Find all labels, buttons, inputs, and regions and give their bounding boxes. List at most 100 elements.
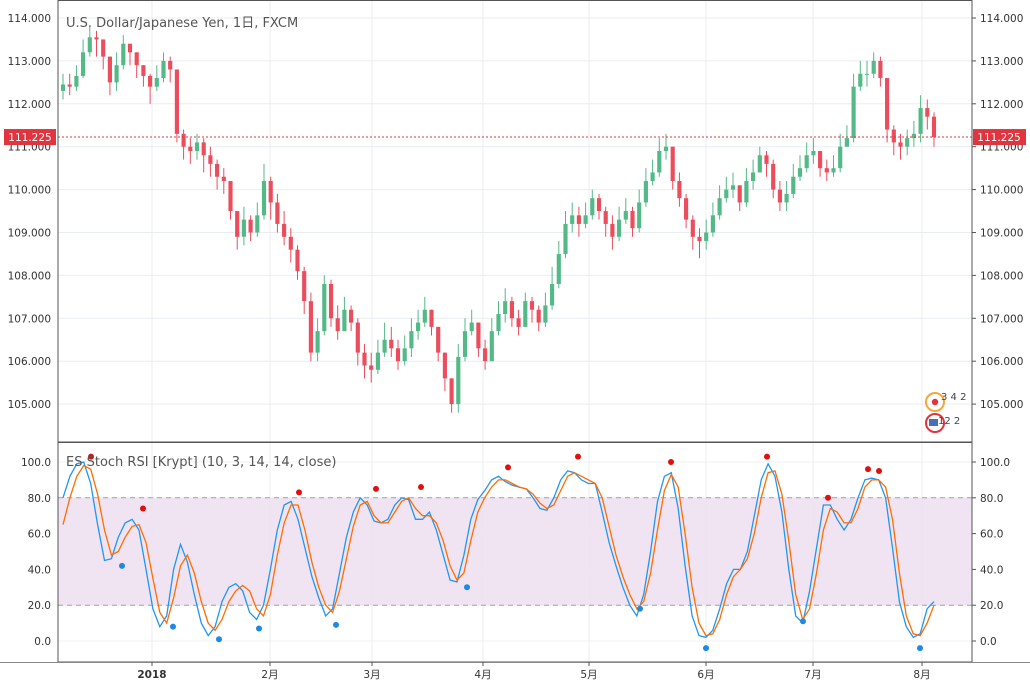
price-panel-border	[57, 0, 973, 443]
badge-count-top: 3 4 2	[941, 392, 966, 403]
candle-body	[255, 215, 260, 233]
overbought-signal-dot	[88, 453, 94, 460]
overbought-signal-dot	[418, 484, 424, 491]
dividend-event-icon[interactable]	[925, 392, 945, 412]
last-price-box-left	[4, 129, 56, 146]
candle-body	[630, 211, 635, 229]
candle-body	[208, 155, 213, 164]
candle-body	[81, 52, 86, 76]
time-tick-label: 2018	[137, 669, 166, 681]
candle-body	[382, 339, 387, 353]
candle-body	[248, 219, 253, 233]
oscillator-tick-label-right: 60.0	[980, 529, 1003, 541]
candle-body	[241, 219, 246, 237]
candle-body	[730, 185, 736, 190]
candle-body	[529, 301, 535, 310]
candlestick-series	[60, 26, 937, 413]
candle-body	[811, 150, 816, 156]
price-tick-label-right: 108.000	[980, 270, 1023, 282]
candle-body	[168, 60, 173, 70]
candle-body	[643, 181, 648, 203]
last-price-label-right: 111.225	[973, 129, 1026, 146]
oscillator-tick-label-left: 60.0	[28, 529, 51, 541]
time-tick-label: 5月	[580, 669, 597, 681]
overbought-signal-dot	[296, 489, 302, 496]
candle-body	[322, 283, 327, 332]
candle-body	[395, 348, 401, 362]
candle-body	[154, 78, 159, 87]
candle-body	[684, 198, 689, 220]
candle-body	[744, 181, 749, 203]
time-tick-label: 7月	[804, 669, 821, 681]
event-badges[interactable]: 3 4 2 12 2	[925, 392, 966, 433]
oversold-signal-dot	[703, 645, 709, 652]
price-tick-label-right: 109.000	[980, 228, 1023, 240]
candle-body	[201, 142, 206, 156]
candle-body	[456, 356, 461, 405]
last-price-text-right: 111.225	[977, 132, 1020, 144]
candle-body	[610, 223, 615, 237]
candle-body	[188, 146, 193, 151]
oscillator-tick-label-left: 80.0	[28, 493, 51, 505]
candle-body	[489, 331, 494, 362]
price-tick-label-right: 112.000	[980, 99, 1023, 111]
overbought-signal-dot	[825, 494, 831, 501]
candle-body	[777, 189, 782, 203]
candle-body	[670, 146, 675, 182]
price-tick-label-right: 107.000	[980, 313, 1023, 325]
candle-body	[570, 215, 575, 224]
last-price-text-left: 111.225	[8, 132, 51, 144]
oscillator-tick-label-right: 20.0	[980, 600, 1003, 612]
candle-body	[657, 150, 662, 173]
candle-body	[181, 133, 186, 147]
oversold-signal-dot	[170, 623, 176, 630]
overbought-signal-dot	[865, 466, 871, 473]
candle-body	[462, 331, 468, 357]
time-tick-label: 6月	[697, 669, 714, 681]
candle-body	[429, 309, 434, 327]
time-axis[interactable]: 2018 2月 3月 4月 5月 6月 7月 8月	[137, 662, 931, 681]
last-price-box-right	[973, 129, 1026, 146]
price-axis-left: 114.000113.000112.000111.000110.000109.0…	[8, 13, 51, 411]
candle-body	[677, 181, 682, 199]
earnings-event-icon[interactable]	[925, 413, 945, 433]
candle-body	[550, 283, 555, 306]
candle-body	[107, 56, 112, 83]
candle-body	[576, 215, 581, 224]
time-tick-label: 4月	[474, 669, 491, 681]
candle-body	[101, 39, 106, 57]
price-axis-right[interactable]: 114.000113.000112.000111.000110.000109.0…	[972, 13, 1023, 411]
candle-body	[590, 198, 595, 216]
candle-body	[509, 301, 514, 319]
candle-body	[268, 181, 273, 203]
price-chart-title: U.S. Dollar/Japanese Yen, 1日, FXCM	[66, 16, 298, 31]
candle-body	[288, 236, 293, 250]
price-tick-label-left: 106.000	[8, 356, 51, 368]
price-grid	[58, 0, 972, 442]
candle-body	[516, 318, 521, 327]
candle-body	[724, 189, 729, 199]
candle-body	[864, 73, 870, 75]
price-tick-label-left: 110.000	[8, 185, 51, 197]
candle-body	[409, 331, 414, 349]
candle-body	[650, 172, 655, 182]
signal-dots	[88, 453, 923, 652]
oversold-signal-dot	[800, 618, 806, 625]
candle-body	[422, 309, 427, 323]
candle-body	[804, 155, 809, 169]
price-tick-label-right: 105.000	[980, 399, 1023, 411]
stoch-d-line	[62, 464, 935, 637]
candle-body	[342, 309, 347, 332]
candle-body	[496, 314, 501, 332]
candle-body	[235, 211, 240, 237]
candle-body	[898, 142, 903, 147]
candle-body	[710, 215, 715, 233]
oscillator-axis-right[interactable]: 100.0 100.0 80.0 80.0 60.0 60.0 40.0 40.0 20.0 20…	[21, 457, 1010, 648]
candle-body	[663, 146, 669, 151]
candle-body	[469, 322, 474, 332]
oversold-signal-dot	[333, 621, 339, 628]
candle-body	[134, 52, 139, 66]
candle-body	[161, 60, 166, 79]
